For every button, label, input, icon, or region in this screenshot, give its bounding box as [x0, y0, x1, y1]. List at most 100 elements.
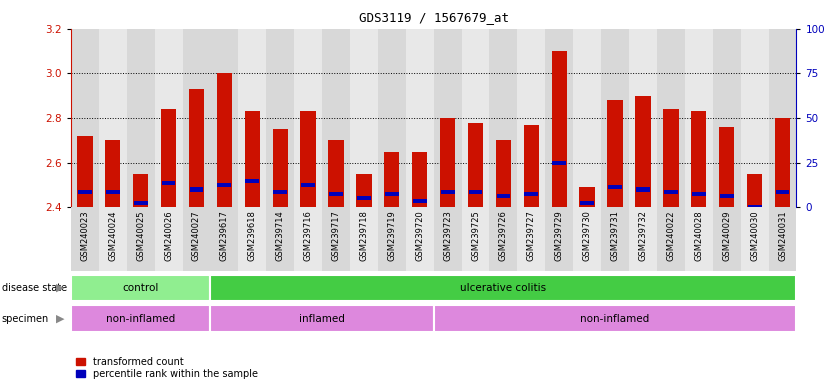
Text: GSM239731: GSM239731 — [610, 210, 620, 262]
Bar — [183, 207, 210, 271]
Bar — [776, 190, 790, 194]
Bar — [71, 29, 98, 207]
Bar — [545, 29, 573, 207]
Bar — [580, 187, 595, 207]
Text: GSM239725: GSM239725 — [471, 210, 480, 261]
Bar — [188, 89, 204, 207]
Bar — [244, 111, 260, 207]
Text: GDS3119 / 1567679_at: GDS3119 / 1567679_at — [359, 12, 509, 25]
Bar — [266, 207, 294, 271]
Bar — [601, 207, 629, 271]
Bar — [301, 183, 315, 187]
Bar — [384, 152, 399, 207]
Bar — [350, 207, 378, 271]
Bar — [322, 207, 350, 271]
Bar — [239, 207, 266, 271]
Bar — [490, 29, 517, 207]
Text: GSM240024: GSM240024 — [108, 210, 118, 261]
Bar — [636, 187, 650, 192]
Bar — [218, 183, 231, 187]
Bar — [189, 187, 203, 192]
Text: specimen: specimen — [2, 314, 49, 324]
Bar — [657, 207, 685, 271]
Bar — [769, 207, 796, 271]
Bar — [350, 29, 378, 207]
Bar — [105, 141, 120, 207]
Text: GSM240030: GSM240030 — [750, 210, 759, 261]
Bar — [154, 29, 183, 207]
Bar — [525, 192, 538, 196]
Text: control: control — [123, 283, 158, 293]
Bar — [71, 207, 98, 271]
Bar — [245, 179, 259, 182]
Text: GSM239732: GSM239732 — [639, 210, 647, 262]
Text: non-inflamed: non-inflamed — [580, 314, 650, 324]
Bar — [461, 207, 490, 271]
Bar — [517, 29, 545, 207]
Text: ▶: ▶ — [56, 314, 64, 324]
Bar — [664, 190, 678, 194]
Bar — [71, 275, 210, 301]
Bar — [552, 161, 566, 165]
Text: GSM239727: GSM239727 — [527, 210, 536, 262]
Text: GSM239720: GSM239720 — [415, 210, 425, 261]
Bar — [685, 29, 713, 207]
Bar — [434, 207, 461, 271]
Bar — [294, 29, 322, 207]
Bar — [469, 190, 482, 194]
Bar — [434, 29, 461, 207]
Bar — [406, 29, 434, 207]
Text: disease state: disease state — [2, 283, 67, 293]
Bar — [78, 190, 92, 194]
Text: GSM239714: GSM239714 — [276, 210, 284, 261]
Bar — [154, 207, 183, 271]
Text: GSM239617: GSM239617 — [220, 210, 229, 262]
Bar — [468, 122, 483, 207]
Bar — [769, 29, 796, 207]
Bar — [440, 118, 455, 207]
Text: GSM240023: GSM240023 — [80, 210, 89, 261]
Bar — [434, 305, 796, 332]
Bar — [329, 192, 343, 196]
Text: GSM239618: GSM239618 — [248, 210, 257, 262]
Bar — [608, 185, 622, 189]
Text: GSM239723: GSM239723 — [443, 210, 452, 262]
Bar — [580, 201, 594, 205]
Text: GSM240022: GSM240022 — [666, 210, 676, 261]
Bar — [601, 29, 629, 207]
Bar — [720, 194, 734, 198]
Bar — [545, 207, 573, 271]
Bar — [496, 194, 510, 198]
Text: GSM239718: GSM239718 — [359, 210, 369, 262]
Bar — [524, 125, 539, 207]
Legend: transformed count, percentile rank within the sample: transformed count, percentile rank withi… — [76, 357, 259, 379]
Bar — [322, 29, 350, 207]
Bar — [210, 275, 796, 301]
Bar — [551, 51, 567, 207]
Bar — [657, 29, 685, 207]
Bar — [106, 190, 119, 194]
Bar — [629, 29, 657, 207]
Bar — [210, 305, 434, 332]
Bar — [294, 207, 322, 271]
Bar — [440, 190, 455, 194]
Text: non-inflamed: non-inflamed — [106, 314, 175, 324]
Bar — [663, 109, 679, 207]
Bar — [217, 73, 232, 207]
Bar — [691, 111, 706, 207]
Bar — [406, 207, 434, 271]
Bar — [273, 129, 288, 207]
Text: GSM239719: GSM239719 — [387, 210, 396, 261]
Bar — [127, 207, 154, 271]
Text: GSM240027: GSM240027 — [192, 210, 201, 261]
Bar — [378, 207, 406, 271]
Text: GSM240025: GSM240025 — [136, 210, 145, 261]
Bar — [78, 136, 93, 207]
Bar — [98, 29, 127, 207]
Text: ulcerative colitis: ulcerative colitis — [460, 283, 546, 293]
Bar — [266, 29, 294, 207]
Bar — [300, 111, 316, 207]
Bar — [607, 100, 623, 207]
Bar — [747, 174, 762, 207]
Bar — [719, 127, 735, 207]
